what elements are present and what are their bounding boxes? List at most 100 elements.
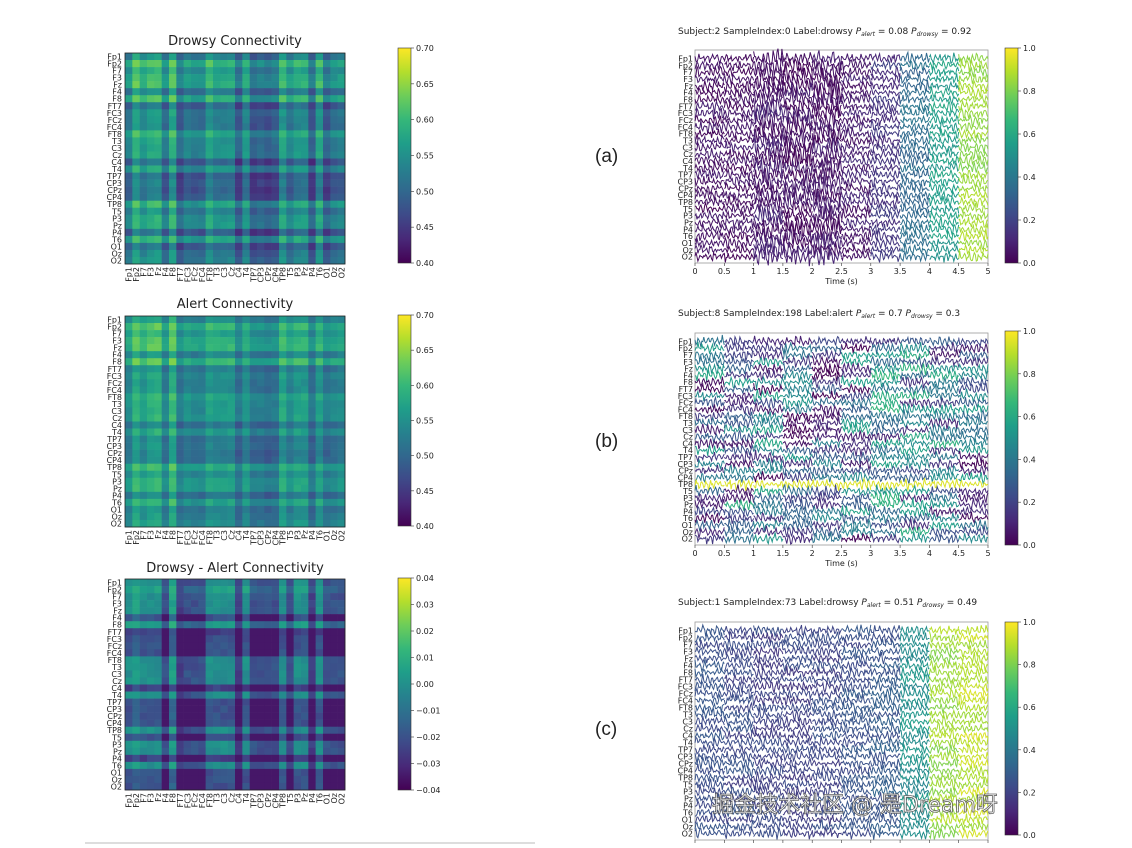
- eeg-trace-segment: [928, 497, 960, 509]
- heatmap-cell: [125, 365, 133, 373]
- eeg-trace-segment: [870, 764, 901, 777]
- heatmap-cell: [323, 470, 331, 479]
- eeg-trace-segment: [782, 701, 813, 712]
- heatmap-cell: [323, 705, 331, 713]
- heatmap-cell: [301, 512, 309, 521]
- heatmap-cell: [337, 337, 346, 345]
- heatmap-cell: [205, 193, 214, 201]
- eeg-trace-segment: [870, 342, 901, 355]
- eeg-trace-segment: [958, 397, 989, 408]
- heatmap-cell: [264, 677, 272, 685]
- eeg-trace-segment: [958, 210, 989, 221]
- heatmap-cell: [337, 579, 346, 587]
- heatmap-cell: [242, 337, 250, 345]
- heatmap-cell: [213, 512, 221, 521]
- heatmap-cell: [169, 344, 177, 352]
- heatmap-cell: [191, 242, 199, 251]
- heatmap-cell: [213, 428, 221, 436]
- heatmap-cell: [242, 705, 250, 713]
- heatmap-cell: [315, 593, 324, 601]
- heatmap-cell: [198, 316, 206, 324]
- heatmap-cell: [161, 74, 170, 82]
- heatmap-cell: [125, 102, 133, 110]
- eeg-trace-segment: [811, 484, 842, 500]
- heatmap-cell: [264, 449, 272, 457]
- eeg-trace-segment: [782, 209, 813, 222]
- eeg-trace-segment: [724, 638, 755, 651]
- heatmap-cell: [227, 60, 236, 68]
- heatmap-cell: [323, 249, 331, 258]
- eeg-trace-segment: [694, 534, 725, 545]
- heatmap-cell: [323, 600, 331, 608]
- heatmap-cell: [235, 733, 243, 742]
- y-tick-label: Fp2: [107, 323, 122, 332]
- eeg-trace-segment: [723, 162, 755, 176]
- heatmap-cell: [337, 144, 346, 152]
- heatmap-cell: [227, 207, 236, 216]
- eeg-trace-segment: [928, 155, 960, 167]
- heatmap-cell: [279, 235, 287, 244]
- y-tick-label: F7: [112, 67, 122, 76]
- heatmap-cell: [227, 193, 236, 201]
- heatmap-cell: [235, 172, 243, 180]
- heatmap-cell: [169, 116, 177, 124]
- heatmap-cell: [147, 628, 155, 636]
- heatmap-cell: [279, 607, 287, 615]
- heatmap-cell: [227, 754, 236, 763]
- heatmap-cell: [183, 747, 192, 756]
- heatmap-cell: [315, 449, 324, 457]
- channel-label: Oz: [683, 823, 694, 832]
- heatmap-cell: [271, 470, 280, 479]
- heatmap-cell: [220, 235, 228, 244]
- x-tick-label: 4.5: [952, 549, 965, 558]
- heatmap-cell: [293, 228, 302, 237]
- eeg-trace-segment: [782, 491, 813, 504]
- heatmap-cell: [308, 628, 316, 636]
- eeg-trace-segment: [723, 826, 755, 839]
- heatmap-cell: [323, 491, 331, 500]
- y-tick-label: C3: [111, 144, 122, 153]
- channel-label: F8: [683, 669, 693, 678]
- heatmap-cell: [220, 435, 228, 443]
- heatmap-cell: [169, 421, 177, 429]
- heatmap-cell: [279, 733, 287, 742]
- heatmap-cell: [257, 67, 265, 75]
- heatmap-cell: [213, 621, 221, 629]
- heatmap-cell: [315, 165, 324, 173]
- heatmap-cell: [301, 323, 309, 331]
- heatmap-cell: [271, 95, 280, 103]
- heatmap-cell: [337, 435, 346, 443]
- heatmap-cell: [176, 109, 184, 117]
- heatmap-cell: [293, 691, 302, 699]
- heatmap-cell: [198, 782, 206, 791]
- heatmap-cell: [293, 74, 302, 82]
- heatmap-cell: [220, 88, 228, 96]
- eeg-trace-segment: [928, 183, 960, 195]
- heatmap-cell: [227, 463, 236, 472]
- heatmap-cell: [191, 407, 199, 415]
- heatmap-cell: [315, 456, 324, 464]
- heatmap-cell: [176, 330, 184, 338]
- heatmap-cell: [220, 186, 228, 194]
- heatmap-cell: [264, 242, 272, 251]
- heatmap-cell: [161, 207, 170, 216]
- heatmap-cell: [308, 726, 316, 735]
- heatmap-cell: [293, 351, 302, 359]
- heatmap-cell: [125, 130, 133, 138]
- heatmap-cell: [125, 761, 133, 770]
- heatmap-cell: [205, 53, 214, 61]
- heatmap-cell: [242, 607, 250, 615]
- channel-label: T3: [682, 711, 693, 720]
- heatmap-cell: [125, 628, 133, 636]
- y-tick-label: C3: [111, 407, 122, 416]
- heatmap-cell: [293, 775, 302, 784]
- eeg-trace-segment: [753, 194, 784, 212]
- eeg-trace-segment: [899, 765, 930, 777]
- heatmap-cell: [191, 593, 199, 601]
- x-tick-label: FT8: [205, 793, 214, 807]
- heatmap-cell: [249, 470, 258, 479]
- eeg-trace-segment: [753, 389, 784, 403]
- heatmap-cell: [198, 614, 206, 622]
- heatmap-cell: [227, 358, 236, 366]
- heatmap-cell: [301, 470, 309, 479]
